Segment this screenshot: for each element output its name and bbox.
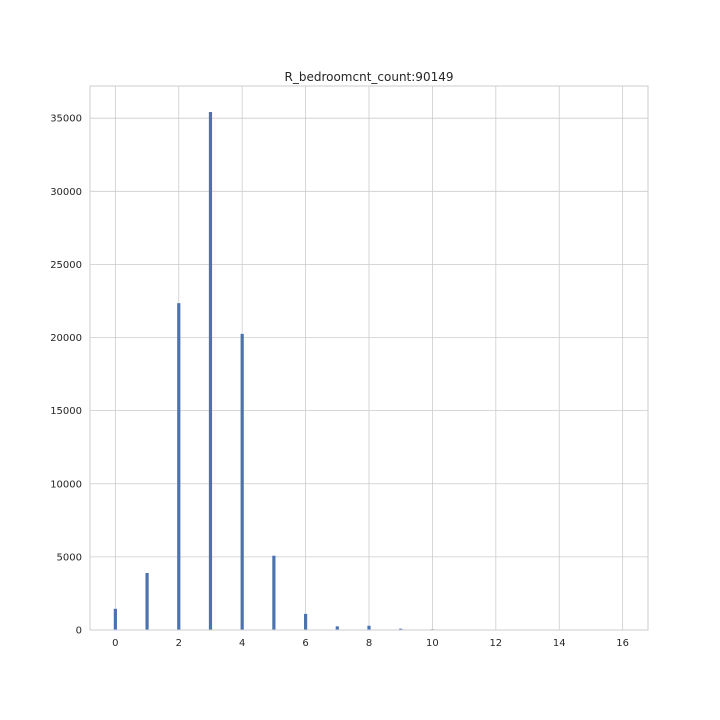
histogram-bar bbox=[113, 608, 117, 630]
y-tick-label: 35000 bbox=[50, 114, 82, 125]
x-tick-label: 2 bbox=[176, 638, 182, 649]
histogram-bar bbox=[145, 572, 149, 630]
y-tick-label: 20000 bbox=[50, 333, 82, 344]
y-tick-label: 15000 bbox=[50, 406, 82, 417]
x-tick-label: 8 bbox=[366, 638, 372, 649]
y-tick-label: 5000 bbox=[57, 552, 82, 563]
bar-layer bbox=[113, 112, 625, 631]
histogram-bar bbox=[399, 628, 403, 630]
histogram-bar bbox=[177, 303, 181, 630]
histogram-bar bbox=[208, 112, 213, 631]
x-tick-label: 6 bbox=[302, 638, 308, 649]
plot-frame bbox=[89, 85, 649, 631]
y-axis-ticks: 0 5000 10000 15000 20000 25000 30000 35000 bbox=[50, 114, 82, 637]
x-tick-label: 14 bbox=[553, 638, 566, 649]
histogram-bar bbox=[240, 333, 244, 630]
y-tick-label: 30000 bbox=[50, 187, 82, 198]
chart-title: R_bedroomcnt_count:90149 bbox=[285, 70, 454, 84]
x-axis-ticks: 0 2 4 6 8 10 12 14 16 bbox=[112, 638, 629, 649]
x-tick-label: 12 bbox=[489, 638, 502, 649]
y-tick-label: 10000 bbox=[50, 479, 82, 490]
x-tick-label: 10 bbox=[426, 638, 439, 649]
y-tick-label: 25000 bbox=[50, 260, 82, 271]
histogram-bar bbox=[367, 625, 371, 630]
histogram-bar bbox=[272, 555, 276, 630]
x-tick-label: 16 bbox=[616, 638, 629, 649]
grid-layer bbox=[90, 86, 648, 631]
y-tick-label: 0 bbox=[76, 626, 82, 637]
histogram-bar bbox=[303, 613, 308, 630]
x-tick-label: 0 bbox=[112, 638, 118, 649]
x-tick-label: 4 bbox=[239, 638, 245, 649]
histogram-bar bbox=[335, 626, 339, 630]
